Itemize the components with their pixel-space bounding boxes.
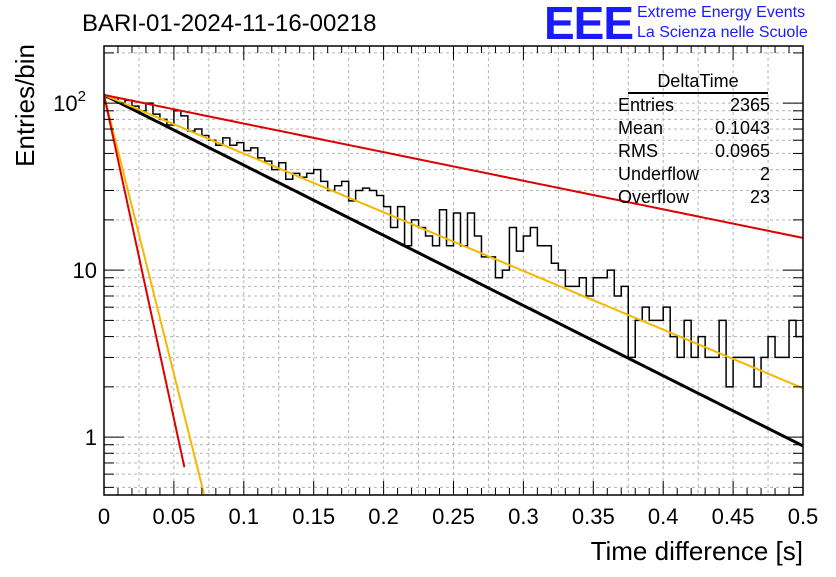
stats-label: Underflow	[618, 164, 700, 184]
x-tick-label: 0.05	[152, 504, 195, 529]
stats-row-entries: Entries 2365	[612, 94, 778, 117]
chart-title: BARI-01-2024-11-16-00218	[82, 10, 377, 37]
x-tick-label: 0.2	[368, 504, 399, 529]
stats-value: 23	[749, 187, 770, 207]
x-tick-label: 0.3	[508, 504, 539, 529]
y-tick-label: 1	[85, 425, 97, 450]
stats-box: DeltaTime Entries 2365 Mean 0.1043 RMS 0…	[612, 70, 778, 209]
x-tick-label: 0.5	[788, 504, 819, 529]
stats-row-overflow: Overflow 23	[612, 186, 778, 209]
stats-value: 0.0965	[714, 141, 770, 161]
stats-label: Mean	[618, 118, 664, 138]
logo-line-2: La Scienza nelle Scuole	[637, 24, 808, 41]
x-tick-label: 0	[98, 504, 110, 529]
stats-label: Overflow	[618, 187, 690, 207]
y-axis-label: Entries/bin	[10, 44, 40, 167]
stats-value: 2	[759, 164, 770, 184]
fit-curve	[104, 94, 186, 468]
stats-row-rms: RMS 0.0965	[612, 140, 778, 163]
stats-value: 0.1043	[714, 118, 770, 138]
stats-value: 2365	[729, 95, 770, 115]
stats-label: RMS	[618, 141, 658, 161]
x-axis-label: Time difference [s]	[591, 536, 803, 566]
x-tick-label: 0.35	[572, 504, 615, 529]
stats-row-mean: Mean 0.1043	[612, 117, 778, 140]
fit-curve	[104, 93, 803, 239]
y-tick-label: 102	[53, 88, 86, 116]
y-tick-exponent: 2	[78, 88, 86, 105]
x-tick-label: 0.25	[432, 504, 475, 529]
stats-row-underflow: Underflow 2	[612, 163, 778, 186]
stats-name: DeltaTime	[628, 70, 768, 94]
fit-curve	[104, 93, 803, 448]
x-tick-label: 0.45	[712, 504, 755, 529]
fit-curve	[104, 94, 803, 390]
stats-label: Entries	[618, 95, 675, 115]
logo-line-1: Extreme Energy Events	[637, 4, 806, 21]
fit-curve	[104, 94, 205, 495]
x-tick-label: 0.4	[648, 504, 679, 529]
x-tick-label: 0.1	[229, 504, 260, 529]
x-tick-label: 0.15	[292, 504, 335, 529]
histogram-outline	[104, 96, 803, 388]
y-tick-label: 10	[73, 258, 97, 283]
eee-logo: EEE	[544, 0, 634, 49]
